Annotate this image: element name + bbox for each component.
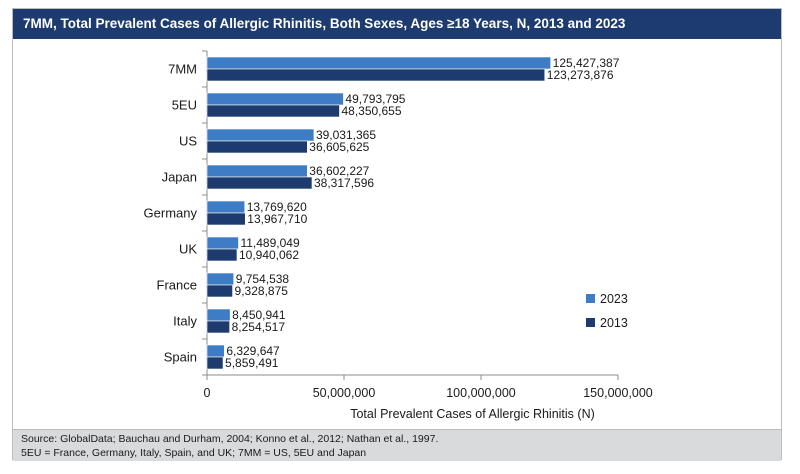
chart-panel: 7MM, Total Prevalent Cases of Allergic R… [12,8,782,461]
bar-2023 [206,56,551,70]
bar-2013 [206,104,340,118]
bar-2013 [206,68,546,82]
bar-chart: 7MM 5EU US Japan Germany UK France Italy Spain 12… [144,50,653,421]
bar-2023 [206,92,344,106]
x-tick-label: 100,000,000 [446,386,516,400]
bar-2023 [206,236,239,250]
plot-area: 7MM 5EU US Japan Germany UK France Italy Spain 12… [13,39,781,429]
category-label: France [157,278,197,293]
legend-label-2013: 2013 [600,316,628,330]
data-label-2013: 8,254,517 [232,320,286,334]
legend-swatch-2013 [586,318,595,327]
bar-2023 [206,200,246,214]
data-label-2013: 48,350,655 [341,104,401,118]
bar-2013 [206,248,238,262]
data-label-2023: 125,427,387 [553,56,620,70]
x-tick-label: 0 [204,386,211,400]
source-note: Source: GlobalData; Bauchau and Durham, … [21,433,439,445]
data-label-2013: 13,967,710 [247,212,307,226]
data-label-2013: 5,859,491 [225,356,279,370]
data-label-2013: 123,273,876 [547,68,614,82]
abbreviation-note: 5EU = France, Germany, Italy, Spain, and… [21,447,367,459]
bar-2023 [206,272,235,286]
category-label: Spain [164,350,197,365]
legend-swatch-2023 [586,294,595,303]
data-label-2013: 10,940,062 [239,248,299,262]
category-label: UK [179,242,197,257]
bar-2013 [206,176,313,190]
bar-2013 [206,320,230,334]
data-label-2023: 9,754,538 [236,272,290,286]
bar-2023 [206,128,315,142]
bar-2023 [206,344,225,358]
bar-2013 [206,212,246,226]
data-label-2023: 8,450,941 [232,308,286,322]
data-label-2023: 11,489,049 [240,236,299,250]
category-label: 5EU [172,98,197,113]
bar-2013 [206,284,233,298]
category-label: Germany [144,206,198,221]
x-tick-label: 50,000,000 [313,386,376,400]
category-label: Japan [162,170,197,185]
x-tick-label: 150,000,000 [583,386,653,400]
footer: Source: GlobalData; Bauchau and Durham, … [13,429,781,461]
data-label-2023: 36,602,227 [309,164,369,178]
legend-label-2023: 2023 [600,292,628,306]
category-label: US [179,134,197,149]
data-label-2023: 39,031,365 [316,128,376,142]
chart-title: 7MM, Total Prevalent Cases of Allergic R… [13,9,781,39]
x-axis-label: Total Prevalent Cases of Allergic Rhinit… [350,407,595,421]
bar-2023 [206,164,308,178]
bar-2023 [206,308,231,322]
category-label: Italy [173,314,197,329]
data-label-2013: 38,317,596 [314,176,374,190]
data-label-2013: 36,605,625 [309,140,369,154]
bar-2013 [206,356,224,370]
data-label-2013: 9,328,875 [235,284,289,298]
category-label: 7MM [168,62,197,77]
data-label-2023: 6,329,647 [226,344,280,358]
data-label-2023: 13,769,620 [247,200,307,214]
data-label-2023: 49,793,795 [345,92,405,106]
bar-2013 [206,140,308,154]
